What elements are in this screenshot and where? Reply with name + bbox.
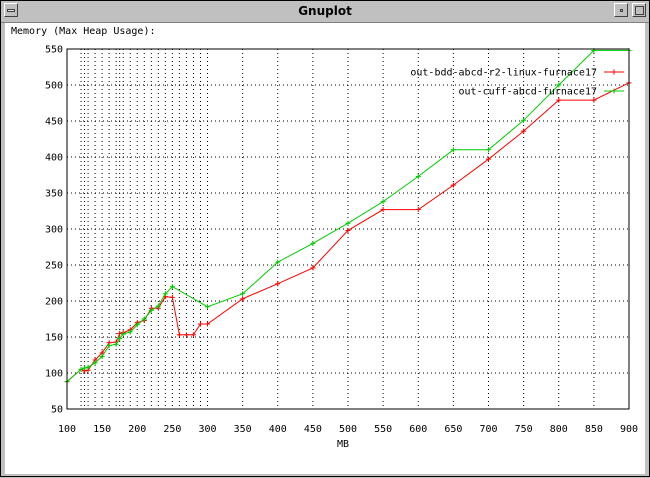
y-tick-label: 500 [45, 81, 63, 92]
x-tick-label: 200 [128, 424, 146, 435]
x-tick-label: 900 [620, 424, 638, 435]
data-point [380, 207, 386, 213]
x-tick-label: 350 [234, 424, 252, 435]
data-point [183, 332, 189, 338]
x-tick-label: 450 [304, 424, 322, 435]
data-point [134, 322, 140, 328]
data-point [148, 307, 154, 313]
y-tick-label: 300 [45, 225, 63, 236]
plot-area: Memory (Max Heap Usage): MB 100 150 200 250… [5, 23, 645, 474]
legend: out-bdd-abcd-r2-linux-furnace17 out-cuff-… [410, 68, 624, 98]
y-tick-label: 200 [45, 297, 63, 308]
x-axis-label: MB [337, 439, 349, 450]
window-menu-button[interactable] [4, 3, 18, 17]
y-tick-label: 150 [45, 333, 63, 344]
data-point [82, 365, 88, 371]
minimize-button[interactable] [614, 3, 628, 17]
legend-label: out-cuff-abcd-furnace17 [459, 87, 597, 98]
x-tick-label: 700 [479, 424, 497, 435]
data-point [197, 321, 203, 327]
data-point [345, 227, 351, 233]
data-point [240, 296, 246, 302]
chart-canvas: Memory (Max Heap Usage): MB 100 150 200 250… [11, 26, 638, 450]
x-tick-label: 400 [269, 424, 287, 435]
data-point [127, 329, 133, 335]
data-point [275, 259, 281, 265]
data-point [415, 207, 421, 213]
data-point [521, 128, 527, 134]
x-tick-label: 600 [409, 424, 427, 435]
data-point [106, 343, 112, 349]
data-point [78, 366, 84, 372]
x-tick-label: 850 [585, 424, 603, 435]
data-point [85, 364, 91, 370]
data-point [162, 291, 168, 297]
x-tick-label: 250 [163, 424, 181, 435]
y-tick-label: 400 [45, 153, 63, 164]
data-point [450, 182, 456, 188]
y-tick-label: 50 [51, 405, 63, 416]
x-tick-label: 300 [198, 424, 216, 435]
data-point [415, 173, 421, 179]
series-group [64, 47, 632, 385]
series-line [66, 49, 629, 382]
x-tick-label: 750 [515, 424, 533, 435]
grid [67, 49, 629, 409]
data-point [310, 240, 316, 246]
x-tick-label: 800 [550, 424, 568, 435]
x-tick-label: 550 [374, 424, 392, 435]
chart-title: Memory (Max Heap Usage): [11, 26, 156, 37]
x-tick-label: 500 [339, 424, 357, 435]
data-point [117, 330, 123, 336]
data-point [113, 341, 119, 347]
x-tick-label: 650 [444, 424, 462, 435]
legend-label: out-bdd-abcd-r2-linux-furnace17 [410, 68, 597, 79]
axis-ticks: 100 150 200 250 300 350 400 450 500 550 600 650 700 7… [45, 45, 638, 436]
data-point [450, 147, 456, 153]
series-line [66, 82, 630, 382]
data-point [591, 97, 597, 103]
data-point [190, 332, 196, 338]
data-point [176, 332, 182, 338]
y-tick-label: 550 [45, 45, 63, 56]
minimize-icon [620, 9, 623, 12]
y-tick-label: 450 [45, 117, 63, 128]
menu-icon [7, 9, 15, 12]
data-point [141, 316, 147, 322]
data-point [486, 156, 491, 162]
data-point [240, 291, 246, 297]
maximize-button[interactable] [632, 3, 646, 17]
plot-frame [66, 48, 630, 410]
data-point [155, 303, 161, 309]
data-point [275, 281, 281, 287]
data-point [556, 82, 562, 88]
x-tick-label: 150 [93, 424, 111, 435]
y-tick-label: 250 [45, 261, 63, 272]
data-point [120, 331, 126, 337]
data-point [556, 97, 562, 103]
series-2 [64, 47, 632, 385]
data-point [99, 353, 105, 359]
data-point [205, 321, 210, 327]
data-point [205, 304, 210, 310]
title-bar[interactable]: Gnuplot [1, 1, 649, 23]
y-tick-label: 350 [45, 189, 63, 200]
data-point [169, 294, 175, 300]
legend-marker [611, 69, 617, 75]
data-point [310, 265, 316, 271]
maximize-icon [635, 6, 644, 15]
x-tick-label: 100 [58, 424, 76, 435]
window-title: Gnuplot [298, 4, 352, 18]
data-point [92, 360, 98, 366]
legend-marker [611, 88, 617, 94]
data-point [117, 335, 123, 341]
data-point [345, 220, 351, 226]
data-point [486, 147, 491, 153]
y-tick-label: 100 [45, 369, 63, 380]
data-point [521, 117, 527, 123]
data-point [169, 284, 175, 290]
data-point [380, 199, 386, 205]
